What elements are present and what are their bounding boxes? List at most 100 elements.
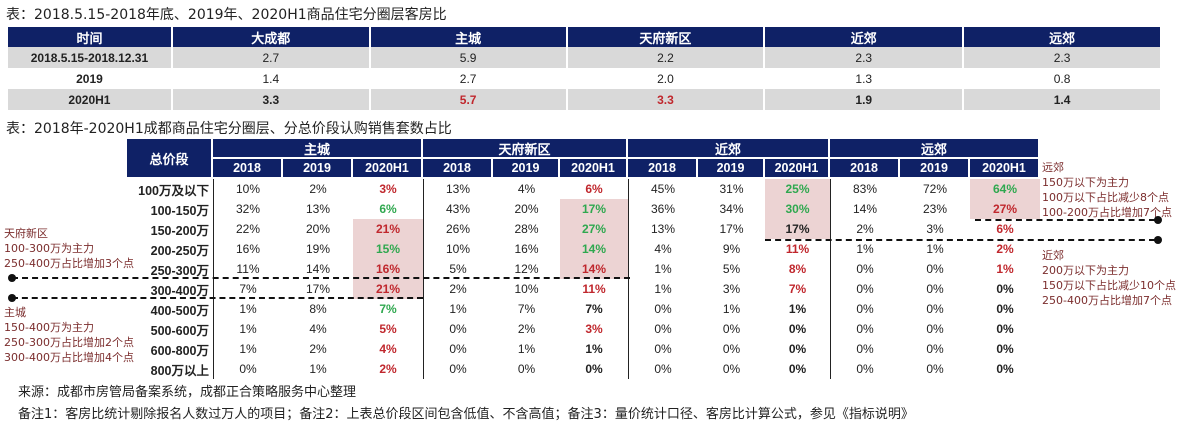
table-cell: 3.3	[171, 89, 371, 110]
annotation-line: 主城	[4, 306, 26, 319]
table-cell: 1.9	[764, 89, 965, 110]
table-cell: 28%	[514, 222, 539, 236]
table-cell: 4%	[379, 342, 397, 356]
table-cell: 10%	[445, 242, 471, 256]
annotation-line: 250-300万占比增加2个点	[4, 336, 134, 349]
table-cell: 36%	[650, 202, 676, 216]
group-header: 远郊	[830, 139, 1040, 159]
group-header: 天府新区	[423, 139, 628, 159]
table-cell: 14%	[852, 202, 878, 216]
table-cell: 0%	[788, 342, 807, 356]
group-header: 主城	[213, 139, 423, 159]
table1-header: 大成都	[171, 27, 371, 47]
table-cell: 7%	[788, 282, 807, 296]
table-cell: 11%	[582, 282, 606, 296]
table-cell: 16%	[375, 262, 401, 276]
table-cell: 0%	[926, 322, 944, 336]
table-cell: 1%	[856, 242, 874, 256]
year-header: 2019	[900, 159, 970, 179]
table-cell: 13%	[650, 222, 676, 236]
table-cell: 0%	[996, 282, 1014, 296]
row-label: 100万及以下	[138, 183, 209, 198]
table-cell: 25%	[785, 182, 810, 196]
table1-header: 近郊	[764, 27, 965, 47]
year-header: 2019	[698, 159, 765, 179]
table-cell: 1%	[654, 262, 672, 276]
table-cell: 17%	[581, 202, 607, 216]
table-cell: 2%	[517, 322, 536, 336]
table-cell: 8%	[309, 302, 327, 316]
table-cell: 45%	[650, 182, 676, 196]
table-cell: 1%	[654, 282, 672, 296]
table-cell: 0%	[996, 322, 1014, 336]
annotation-line: 100-200万占比增加7个点	[1042, 206, 1172, 219]
table-cell: 20%	[305, 222, 331, 236]
table-cell: 5.9	[369, 47, 568, 68]
table-cell: 7%	[239, 282, 257, 296]
table-cell: 1%	[517, 342, 536, 356]
year-header: 2018	[628, 159, 698, 179]
table-cell: 72%	[922, 182, 948, 196]
dot-marker	[1154, 236, 1162, 244]
table-cell: 27%	[992, 202, 1018, 216]
table-cell: 2.7	[171, 47, 371, 68]
annotation-line: 150-400万为主力	[4, 321, 94, 334]
table-cell: 0%	[449, 362, 467, 376]
table-cell: 17%	[719, 222, 744, 236]
table-cell: 2%	[309, 342, 327, 356]
table-cell: 1.3	[764, 68, 965, 89]
table1-title: 表：2018.5.15-2018年底、2019年、2020H1商品住宅分圈层客房…	[6, 7, 447, 23]
table-cell: 7%	[585, 302, 603, 316]
row-label: 400-500万	[150, 303, 209, 318]
group-divider	[628, 179, 629, 379]
annotation-near: 近郊 200万以下为主力 150万以下占比减少10个点 250-400万占比增加7个点	[1042, 248, 1176, 308]
row-label: 2019	[8, 68, 173, 89]
annotation-line: 天府新区	[4, 227, 48, 240]
row-label: 100-150万	[150, 203, 209, 218]
year-header: 2020H1	[970, 159, 1040, 179]
table-cell: 0%	[788, 322, 807, 336]
table-cell: 0%	[856, 282, 874, 296]
table-cell: 43%	[445, 202, 471, 216]
table-cell: 31%	[719, 182, 744, 196]
dashed-divider	[975, 219, 1155, 221]
table-cell: 2%	[856, 222, 874, 236]
table-cell: 0%	[926, 342, 944, 356]
row-label: 600-800万	[150, 343, 209, 358]
table-cell: 1.4	[963, 89, 1162, 110]
highlight-region	[353, 219, 423, 299]
table-cell: 1%	[239, 342, 257, 356]
table-cell: 8%	[788, 262, 807, 276]
table-cell: 20%	[514, 202, 539, 216]
highlight-region	[560, 199, 628, 279]
group-divider	[213, 179, 214, 379]
annotation-line: 100万以下占比减少8个点	[1042, 191, 1169, 204]
table-cell: 0%	[654, 302, 672, 316]
table-cell: 22%	[235, 222, 261, 236]
remarks: 备注1：客房比统计剔除报名人数过万人的项目；备注2：上表总价段区间包含低值、不含…	[18, 407, 914, 422]
annotation-tianfu: 天府新区 100-300万为主力 250-400万占比增加3个点	[4, 226, 134, 271]
table-cell: 32%	[235, 202, 261, 216]
row-label: 300-400万	[150, 283, 209, 298]
dashed-divider	[765, 239, 1155, 241]
table-cell: 4%	[654, 242, 672, 256]
table-cell: 4%	[309, 322, 327, 336]
customer-ratio-table: 时间 大成都 主城 天府新区 近郊 远郊 2018.5.15-2018.12.31 2.7 5…	[8, 27, 1162, 110]
table-cell: 1%	[722, 302, 741, 316]
row-label: 200-250万	[150, 243, 209, 258]
dot-marker	[8, 294, 16, 302]
table-cell: 0%	[856, 362, 874, 376]
table-cell: 0%	[996, 302, 1014, 316]
dashed-divider	[12, 277, 630, 279]
table-cell: 0%	[856, 322, 874, 336]
table-cell: 13%	[305, 202, 331, 216]
dot-marker	[1154, 216, 1162, 224]
table-cell: 16%	[235, 242, 261, 256]
table-cell: 34%	[719, 202, 744, 216]
table-cell: 0%	[926, 362, 944, 376]
year-header: 2020H1	[560, 159, 628, 179]
table-cell: 23%	[922, 202, 948, 216]
table-cell: 30%	[785, 202, 810, 216]
year-header: 2019	[493, 159, 560, 179]
row-label: 150-200万	[150, 223, 209, 238]
